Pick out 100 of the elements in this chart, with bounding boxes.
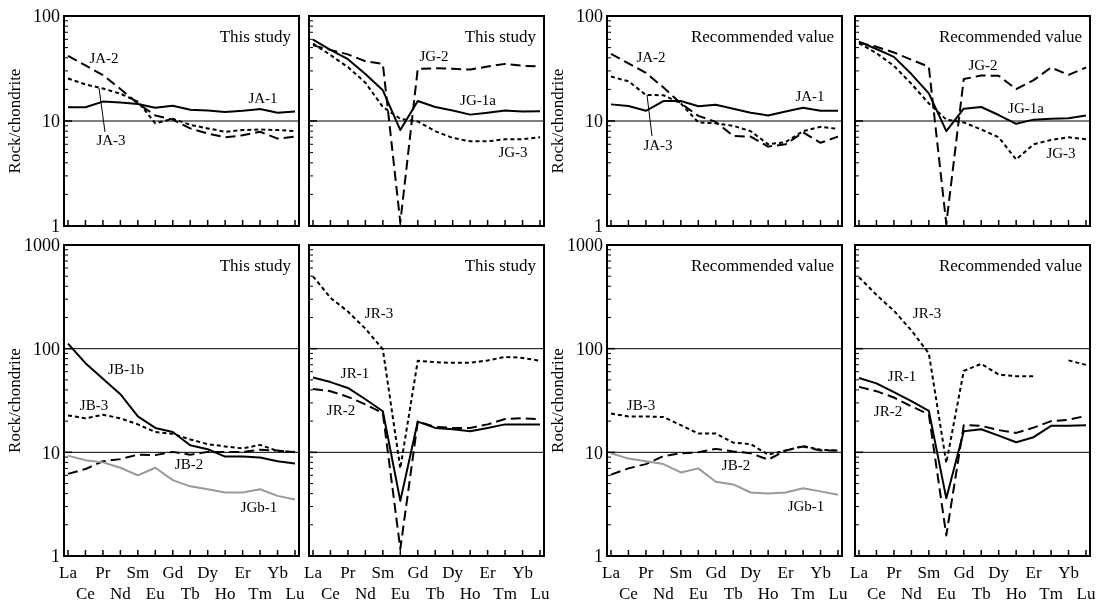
text: This study <box>464 256 537 275</box>
y-tick-label: 10 <box>585 442 603 463</box>
series-label: JG-1a <box>1008 100 1045 117</box>
series-label: JA-3 <box>643 137 673 154</box>
series-label: JB-2 <box>721 457 751 474</box>
x-tick-label: Eu <box>145 584 166 603</box>
series-label: JR-3 <box>912 305 942 322</box>
y-tick-label: 1 <box>51 216 60 237</box>
y-axis-title: Rock/chondrite <box>548 348 567 453</box>
series-label: JR-1 <box>340 365 370 382</box>
x-tick-label: Tm <box>248 584 272 603</box>
x-tick-label: Tb <box>180 584 200 603</box>
series-label: JA-2 <box>89 50 119 67</box>
y-tick-label: 100 <box>33 6 60 27</box>
series-label: JR-3 <box>364 305 394 322</box>
y-tick-label: 1 <box>594 546 603 567</box>
y-axis-title: Rock/chondrite <box>548 68 567 174</box>
y-tick-label: 1000 <box>24 235 60 256</box>
series-label: JG-2 <box>419 48 449 65</box>
x-tick-label: Yb <box>1058 563 1079 582</box>
text: Recommended value <box>690 256 834 275</box>
series-label: JA-1 <box>795 88 825 105</box>
x-tick-label: Sm <box>917 563 941 582</box>
x-tick-label: Lu <box>285 584 305 603</box>
x-tick-label: La <box>304 563 323 582</box>
x-tick-label: Nd <box>354 584 377 603</box>
x-tick-label: Dy <box>740 563 762 582</box>
x-tick-label: Lu <box>828 584 848 603</box>
x-tick-label: La <box>59 563 78 582</box>
y-tick-label: 10 <box>585 111 603 132</box>
series-label: JB-3 <box>79 397 109 414</box>
x-tick-label: Pr <box>340 563 356 582</box>
x-tick-label: Dy <box>197 563 219 582</box>
x-tick-label: Eu <box>936 584 957 603</box>
y-tick-label: 100 <box>33 338 60 359</box>
series-label: JA-1 <box>248 90 278 107</box>
x-tick-label: Gd <box>705 563 727 582</box>
series-label: JB-3 <box>626 397 656 414</box>
x-tick-label: Tm <box>1039 584 1063 603</box>
x-tick-label: Sm <box>126 563 150 582</box>
series-label: JG-1a <box>460 92 497 109</box>
series-label: JB-2 <box>174 456 204 473</box>
x-tick-label: Dy <box>988 563 1010 582</box>
x-tick-label: Pr <box>638 563 654 582</box>
series-label: JG-2 <box>968 57 998 74</box>
x-tick-label: Ho <box>459 584 481 603</box>
y-axis-title: Rock/chondrite <box>5 68 24 174</box>
x-tick-label: Tb <box>425 584 445 603</box>
x-tick-label: Tb <box>971 584 991 603</box>
text: Recommended value <box>690 27 834 46</box>
x-tick-label: Lu <box>1076 584 1096 603</box>
x-tick-label: Pr <box>886 563 902 582</box>
x-tick-label: Eu <box>688 584 709 603</box>
x-tick-label: Ho <box>214 584 236 603</box>
text: This study <box>464 27 537 46</box>
series-label: JR-2 <box>326 402 356 419</box>
x-tick-label: Er <box>1025 563 1042 582</box>
x-tick-label: Er <box>479 563 496 582</box>
x-tick-label: Eu <box>390 584 411 603</box>
series-label: JG-3 <box>1046 145 1076 162</box>
x-tick-label: Gd <box>407 563 429 582</box>
y-tick-label: 10 <box>42 111 60 132</box>
y-tick-label: 100 <box>576 338 603 359</box>
x-tick-label: Yb <box>512 563 533 582</box>
x-tick-label: Yb <box>267 563 288 582</box>
x-tick-label: Sm <box>669 563 693 582</box>
x-tick-label: Nd <box>109 584 132 603</box>
x-tick-label: Dy <box>442 563 464 582</box>
x-tick-label: Ce <box>321 584 340 603</box>
text: This study <box>219 27 292 46</box>
series-label: JB-1b <box>108 361 144 378</box>
text: Recommended value <box>938 27 1082 46</box>
series-label: JR-2 <box>873 403 903 420</box>
x-tick-label: Lu <box>530 584 550 603</box>
x-tick-label: Ce <box>76 584 95 603</box>
x-tick-label: Tm <box>791 584 815 603</box>
text: Recommended value <box>938 256 1082 275</box>
series-label: JG-3 <box>498 144 528 161</box>
x-tick-label: Tb <box>723 584 743 603</box>
y-tick-label: 100 <box>576 6 603 27</box>
x-tick-label: Ce <box>867 584 886 603</box>
y-tick-label: 1000 <box>567 235 603 256</box>
x-tick-label: Nd <box>900 584 923 603</box>
series-label: JR-1 <box>887 368 917 385</box>
x-tick-label: Sm <box>371 563 395 582</box>
x-tick-label: Gd <box>162 563 184 582</box>
y-axis-title: Rock/chondrite <box>5 348 24 453</box>
x-tick-label: La <box>602 563 621 582</box>
x-tick-label: Er <box>777 563 794 582</box>
series-label: JGb-1 <box>787 498 825 515</box>
x-tick-label: Yb <box>810 563 831 582</box>
series-label: JA-2 <box>636 49 666 66</box>
x-tick-label: Tm <box>493 584 517 603</box>
x-tick-label: Ho <box>757 584 779 603</box>
x-tick-label: Gd <box>953 563 975 582</box>
y-tick-label: 10 <box>42 442 60 463</box>
x-tick-label: Ho <box>1005 584 1027 603</box>
x-tick-label: Nd <box>652 584 675 603</box>
series-label: JGb-1 <box>240 499 278 516</box>
y-tick-label: 1 <box>51 546 60 567</box>
